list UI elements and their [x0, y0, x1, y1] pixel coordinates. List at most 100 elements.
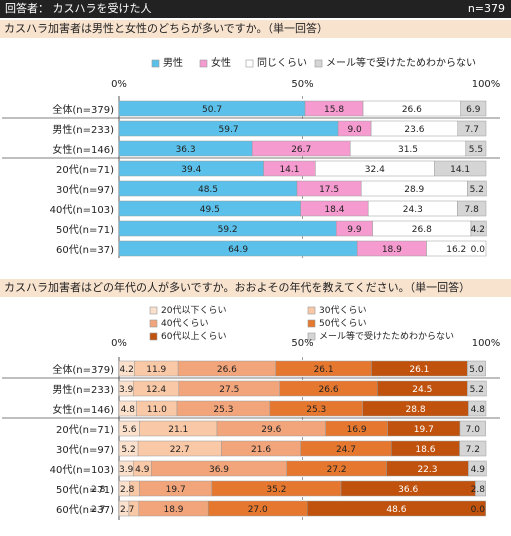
chart2-value-label: 11.9: [146, 365, 166, 375]
chart1-value-label: 7.8: [465, 205, 480, 215]
chart1-value-label: 31.5: [398, 145, 418, 155]
chart1-value-label: 5.2: [470, 185, 484, 195]
chart2-value-label: 48.6: [386, 505, 406, 515]
chart2-value-label: 24.5: [412, 385, 432, 395]
chart2-value-label: 27.2: [327, 465, 347, 475]
chart2-tick-label: 0%: [111, 338, 127, 349]
header-bar: 回答者： カスハラを受けた人 n=379: [0, 0, 511, 18]
chart2-value-label: 7.2: [466, 445, 480, 455]
chart1-category-label: 全体(n=379): [52, 103, 114, 116]
chart1-value-label: 59.2: [218, 225, 238, 235]
chart2-value-label: 3.9: [119, 465, 134, 475]
chart2-legend-label: 40代くらい: [161, 318, 208, 329]
chart2-value-label: 26.1: [409, 365, 429, 375]
chart2-value-label: 19.7: [414, 425, 434, 435]
chart1-legend-label: 同じくらい: [257, 57, 307, 69]
chart2-value-label: 22.3: [417, 465, 437, 475]
chart2-value-label: 4.2: [120, 365, 134, 375]
chart1-legend-swatch: [314, 59, 323, 68]
chart1-bar-segment: [467, 180, 487, 197]
chart1-bar-segment: [460, 100, 487, 117]
chart2-value-label: 2.8: [91, 485, 106, 495]
chart2-value-label: 5.2: [470, 385, 484, 395]
chart2-category-label: 女性(n=146): [52, 403, 114, 416]
chart1-value-label: 26.7: [291, 145, 311, 155]
chart1-value-label: 50.7: [202, 105, 222, 115]
chart2-value-label: 25.3: [306, 405, 326, 415]
chart2-legend-swatch: [149, 319, 158, 328]
chart1-bar-segment: [470, 220, 487, 237]
question-1-text: カスハラ加害者は男性と女性のどちらが多いですか。（単一回答）: [4, 22, 328, 35]
chart2-legend-label: メール等で受けたためわからない: [319, 330, 454, 342]
chart2-category-label: 20代(n=71): [56, 424, 114, 436]
chart1-bar-segment: [434, 160, 487, 177]
respondent-label: 回答者： カスハラを受けた人: [5, 2, 152, 15]
chart2-value-label: 16.9: [347, 425, 367, 435]
chart2-value-label: 25.3: [213, 405, 233, 415]
chart1-category-label: 30代(n=97): [56, 184, 114, 196]
chart2-value-label: 2.8: [471, 485, 486, 495]
chart2-bar-segment: [475, 480, 486, 497]
chart1-value-label: 59.7: [219, 125, 239, 135]
chart1-legend-swatch: [245, 59, 254, 68]
chart2-value-label: 5.2: [121, 445, 135, 455]
chart2-value-label: 4.9: [135, 465, 150, 475]
chart2-value-label: 7.0: [466, 425, 481, 435]
chart1-value-label: 24.3: [403, 205, 423, 215]
chart2-value-label: 4.8: [471, 405, 486, 415]
chart2-legend-label: 20代以下くらい: [161, 305, 226, 316]
chart1-tick-label: 0%: [111, 79, 127, 90]
chart1-value-label: 36.3: [176, 145, 196, 155]
chart2-legend-swatch: [307, 319, 316, 328]
chart2-value-label: 22.7: [170, 445, 190, 455]
chart2-value-label: 2.8: [120, 485, 135, 495]
chart1-tick-label: 50%: [291, 79, 313, 90]
chart2-value-label: 24.7: [336, 445, 356, 455]
chart1-legend-label: 男性: [163, 56, 183, 69]
chart2-bar-segment: [459, 420, 486, 437]
chart2-bar-segment: [467, 380, 487, 397]
chart2-value-label: 19.7: [166, 485, 186, 495]
chart2-value-label: 11.0: [147, 405, 167, 415]
chart1-value-label: 14.1: [450, 165, 470, 175]
chart2-value-label: 35.2: [266, 485, 286, 495]
chart1-value-label: 17.5: [319, 185, 339, 195]
chart2-value-label: 4.9: [471, 465, 486, 475]
chart1-category-label: 60代(n=37): [56, 244, 114, 256]
chart1-value-label: 16.2: [446, 245, 466, 255]
chart2-value-label: 18.9: [163, 505, 183, 515]
chart2-category-label: 男性(n=233): [52, 383, 114, 396]
chart2-bar-segment: [467, 360, 486, 377]
chart1-value-label: 14.1: [279, 165, 299, 175]
chart2-category-label: 60代(n=37): [56, 504, 114, 516]
chart2-value-label: 21.1: [168, 425, 188, 435]
chart1-value-label: 9.0: [347, 125, 362, 135]
chart2-legend-swatch: [307, 306, 316, 315]
chart1-value-label: 4.2: [471, 225, 485, 235]
chart1-value-label: 26.8: [412, 225, 432, 235]
chart2-category-label: 30代(n=97): [56, 444, 114, 456]
chart1-legend-label: 女性: [211, 56, 231, 69]
chart2-bar-segment: [307, 500, 486, 517]
chart1-legend-swatch: [151, 59, 160, 68]
chart1-value-label: 6.9: [466, 105, 481, 115]
chart1-value-label: 23.6: [404, 125, 424, 135]
chart2-legend-swatch: [149, 332, 158, 341]
chart2-legend-label: 60代以上くらい: [161, 331, 226, 342]
chart1-value-label: 0.0: [471, 245, 486, 255]
chart1-value-label: 28.9: [404, 185, 424, 195]
chart2-value-label: 26.6: [319, 385, 339, 395]
chart1-category-label: 40代(n=103): [50, 204, 114, 216]
chart2-value-label: 18.6: [415, 445, 435, 455]
chart2-category-label: 全体(n=379): [52, 363, 114, 376]
chart1-value-label: 18.4: [324, 205, 344, 215]
chart1-bar-segment: [465, 140, 487, 157]
question-2-bar: カスハラ加害者はどの年代の人が多いですか。おおよその年代を教えてください。（単一…: [0, 279, 511, 297]
chart1-value-label: 39.4: [181, 165, 201, 175]
chart2-value-label: 21.6: [251, 445, 271, 455]
chart2-value-label: 28.8: [406, 405, 426, 415]
chart2-value-label: 27.0: [248, 505, 268, 515]
chart2-category-label: 50代(n=71): [56, 484, 114, 496]
